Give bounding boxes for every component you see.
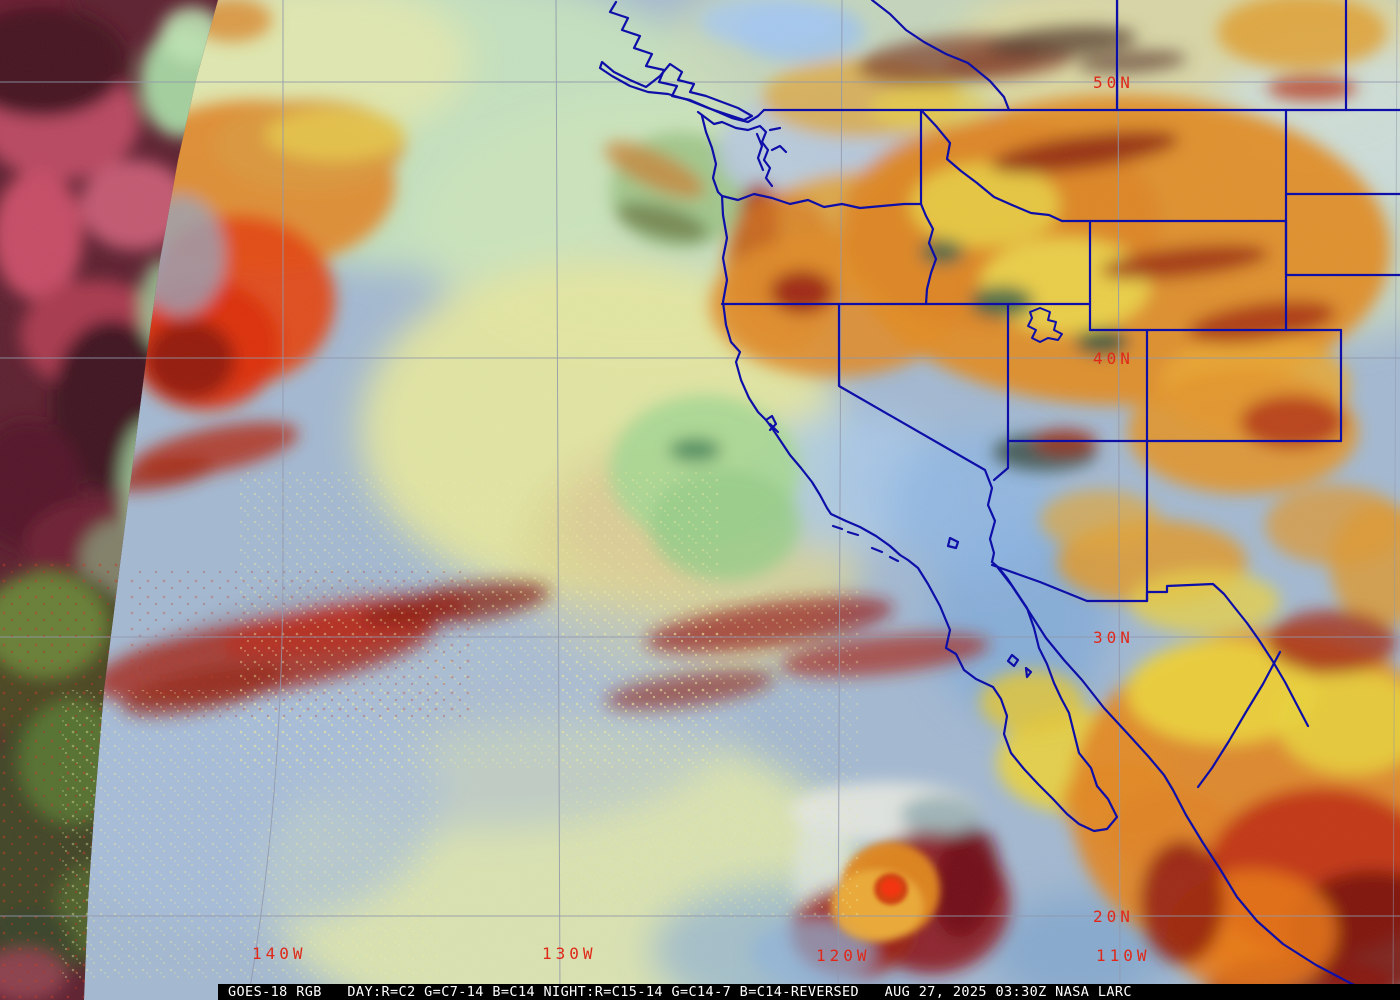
status-bar: GOES-18 RGB DAY:R=C2 G=C7-14 B=C14 NIGHT… — [218, 984, 1400, 1000]
status-bar-text: GOES-18 RGB DAY:R=C2 G=C7-14 B=C14 NIGHT… — [228, 984, 1132, 1000]
